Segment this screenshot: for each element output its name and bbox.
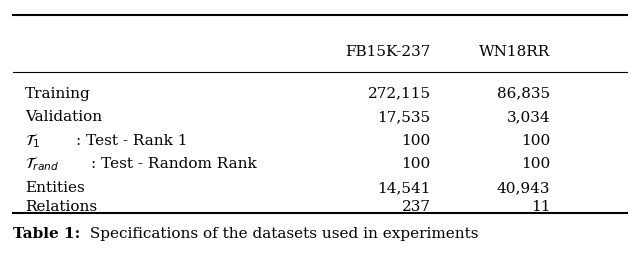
Text: 100: 100: [521, 157, 550, 171]
Text: 272,115: 272,115: [367, 87, 431, 101]
Text: $\mathcal{T}_{rand}$: $\mathcal{T}_{rand}$: [25, 155, 60, 173]
Text: Entities: Entities: [25, 181, 85, 195]
Text: 100: 100: [521, 134, 550, 148]
Text: 14,541: 14,541: [377, 181, 431, 195]
Text: 86,835: 86,835: [497, 87, 550, 101]
Text: Specifications of the datasets used in experiments: Specifications of the datasets used in e…: [85, 227, 479, 241]
Text: 11: 11: [531, 200, 550, 214]
Text: Table 1:: Table 1:: [13, 227, 80, 241]
Text: : Test - Rank 1: : Test - Rank 1: [76, 134, 188, 148]
Text: 17,535: 17,535: [378, 110, 431, 124]
Text: 100: 100: [401, 134, 431, 148]
Text: FB15K-237: FB15K-237: [345, 45, 431, 59]
Text: WN18RR: WN18RR: [479, 45, 550, 59]
Text: 40,943: 40,943: [497, 181, 550, 195]
Text: Relations: Relations: [25, 200, 97, 214]
Text: 237: 237: [401, 200, 431, 214]
Text: Training: Training: [25, 87, 91, 101]
Text: 100: 100: [401, 157, 431, 171]
Text: : Test - Random Rank: : Test - Random Rank: [92, 157, 257, 171]
Text: $\mathcal{T}_1$: $\mathcal{T}_1$: [25, 132, 41, 150]
Text: 3,034: 3,034: [507, 110, 550, 124]
Text: Validation: Validation: [25, 110, 102, 124]
